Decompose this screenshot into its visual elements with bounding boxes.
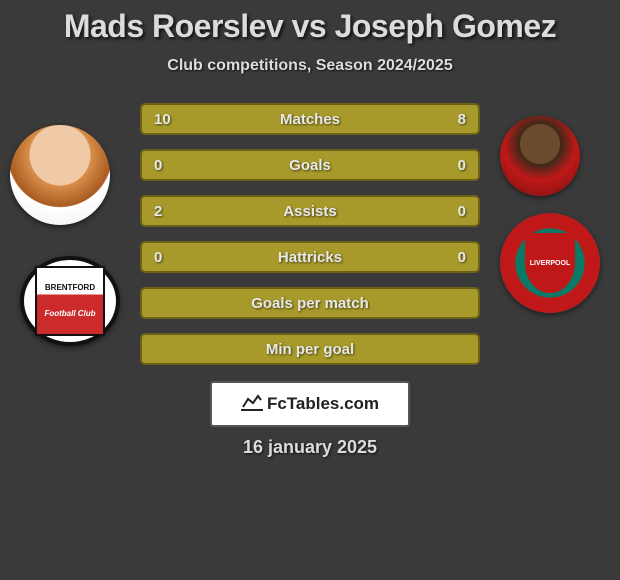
player-left-avatar <box>10 125 110 225</box>
stat-row-goals: 0 Goals 0 <box>140 149 480 181</box>
stat-row-matches: 10 Matches 8 <box>140 103 480 135</box>
club-right-badge: LIVERPOOL <box>500 213 600 313</box>
stat-right-value: 0 <box>458 203 466 220</box>
stat-label: Hattricks <box>278 249 342 266</box>
liverpool-crest-icon: LIVERPOOL <box>525 233 575 293</box>
stat-label: Goals per match <box>251 295 369 312</box>
stat-row-hattricks: 0 Hattricks 0 <box>140 241 480 273</box>
stat-right-value: 0 <box>458 157 466 174</box>
publish-date: 16 january 2025 <box>0 437 620 458</box>
club-left-subtext: Football Club <box>44 310 95 318</box>
club-right-name: LIVERPOOL <box>530 260 570 267</box>
stat-left-value: 0 <box>154 249 162 266</box>
stat-label: Min per goal <box>266 341 354 358</box>
stat-label: Goals <box>289 157 331 174</box>
club-left-badge: BRENTFORD Football Club <box>20 256 120 346</box>
stat-right-value: 0 <box>458 249 466 266</box>
chart-icon <box>241 393 263 416</box>
stat-left-value: 10 <box>154 111 171 128</box>
subtitle: Club competitions, Season 2024/2025 <box>0 57 620 75</box>
player-right-avatar <box>500 116 580 196</box>
page-title: Mads Roerslev vs Joseph Gomez <box>0 8 620 45</box>
stat-row-goals-per-match: Goals per match <box>140 287 480 319</box>
stat-row-assists: 2 Assists 0 <box>140 195 480 227</box>
stat-left-value: 2 <box>154 203 162 220</box>
stat-left-value: 0 <box>154 157 162 174</box>
brand-badge: FcTables.com <box>210 381 410 427</box>
stat-row-min-per-goal: Min per goal <box>140 333 480 365</box>
stat-label: Assists <box>283 203 336 220</box>
brentford-crest-icon: BRENTFORD Football Club <box>35 266 105 336</box>
stat-right-value: 8 <box>458 111 466 128</box>
club-left-name: BRENTFORD <box>45 284 95 292</box>
stat-label: Matches <box>280 111 340 128</box>
stats-container: 10 Matches 8 0 Goals 0 2 Assists 0 0 Hat… <box>140 103 480 365</box>
brand-text: FcTables.com <box>267 394 379 414</box>
